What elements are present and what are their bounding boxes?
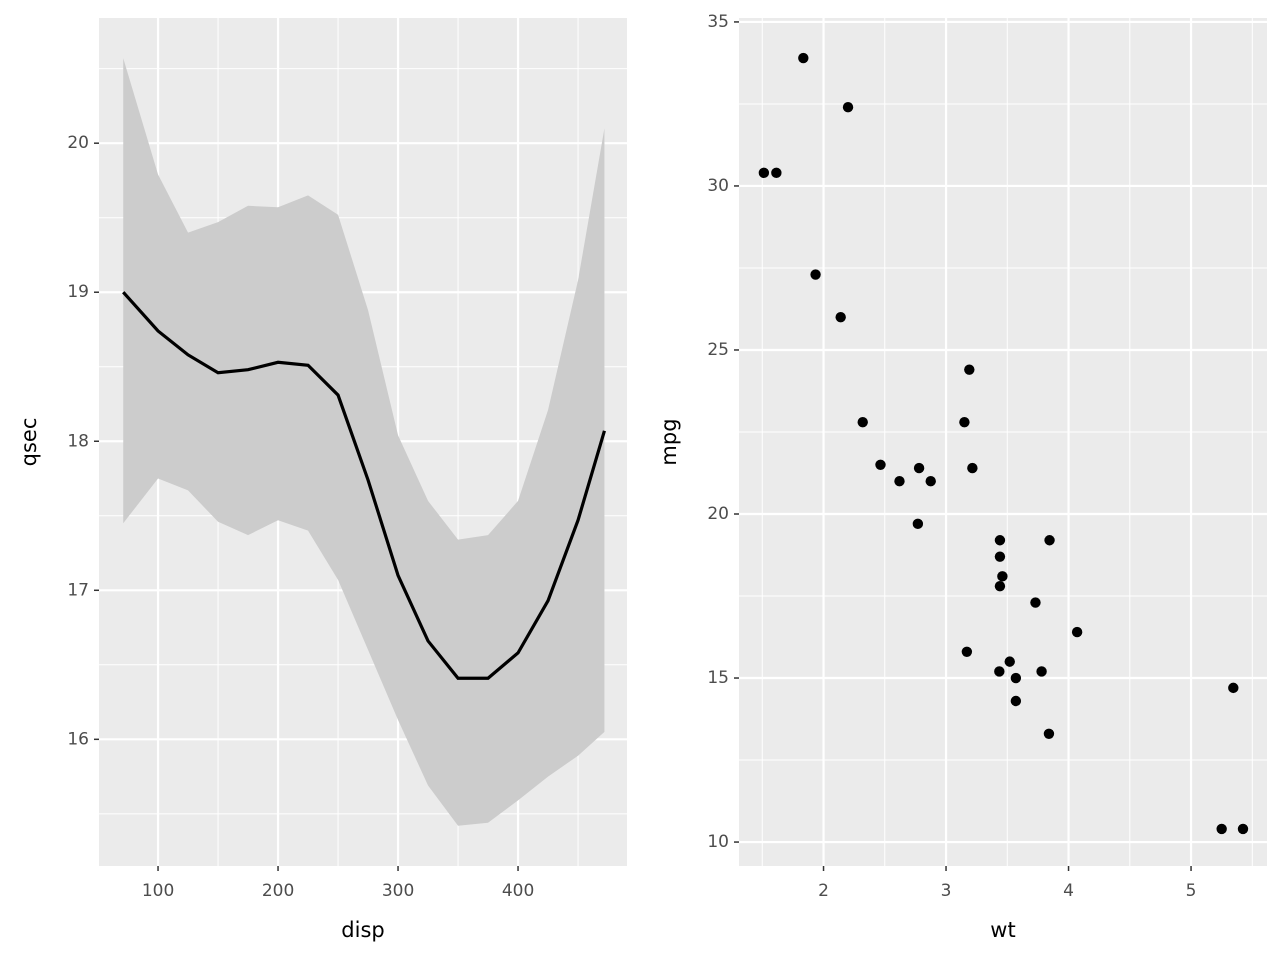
point (771, 167, 782, 179)
point (997, 571, 1008, 582)
y-tick-label: 30 (707, 176, 729, 196)
y-axis-title: mpg (657, 418, 681, 465)
y-tick-label: 17 (67, 580, 89, 600)
point (1216, 823, 1227, 835)
point (994, 666, 1005, 677)
x-tick-label: 400 (502, 881, 534, 901)
point (1044, 535, 1055, 546)
point (1043, 728, 1055, 739)
point (1030, 597, 1041, 608)
point (1036, 666, 1047, 677)
x-tick-label: 4 (1063, 881, 1074, 901)
point (842, 102, 854, 113)
x-tick-label: 5 (1186, 881, 1197, 901)
point (894, 476, 905, 487)
x-tick-label: 100 (142, 881, 174, 901)
y-tick-label: 20 (67, 133, 89, 153)
panel-background (739, 18, 1267, 866)
confidence-band (123, 58, 605, 826)
point (810, 269, 821, 280)
x-tick-label: 200 (262, 881, 294, 901)
point (798, 52, 809, 64)
y-tick-label: 35 (707, 12, 729, 32)
point (875, 459, 886, 470)
line (122, 291, 606, 680)
x-axis-title: wt (990, 918, 1015, 942)
y-axis-title: qsec (17, 418, 41, 467)
y-tick-label: 19 (67, 282, 89, 302)
y-tick-label: 16 (67, 729, 89, 749)
point (994, 580, 1006, 592)
x-tick-label: 3 (941, 881, 952, 901)
x-tick-label: 2 (818, 881, 829, 901)
point (1071, 626, 1083, 638)
y-tick-label: 15 (707, 668, 729, 688)
point (913, 462, 925, 474)
point (959, 416, 970, 428)
x-axis-title: disp (341, 918, 384, 942)
point (1010, 695, 1022, 707)
point (1237, 823, 1249, 835)
point (967, 462, 978, 474)
y-tick-label: 10 (707, 832, 729, 852)
point (758, 167, 770, 179)
y-tick-label: 18 (67, 431, 89, 451)
point (994, 535, 1006, 546)
point (835, 311, 846, 323)
point (912, 518, 924, 530)
x-tick-label: 300 (382, 881, 414, 901)
point (1010, 672, 1022, 684)
point (994, 551, 1006, 562)
point (925, 476, 936, 487)
point (964, 364, 975, 375)
y-tick-label: 20 (707, 504, 729, 524)
point (961, 646, 973, 657)
point (1004, 656, 1015, 667)
y-tick-label: 25 (707, 340, 729, 360)
point (1228, 682, 1239, 694)
point (857, 416, 868, 428)
